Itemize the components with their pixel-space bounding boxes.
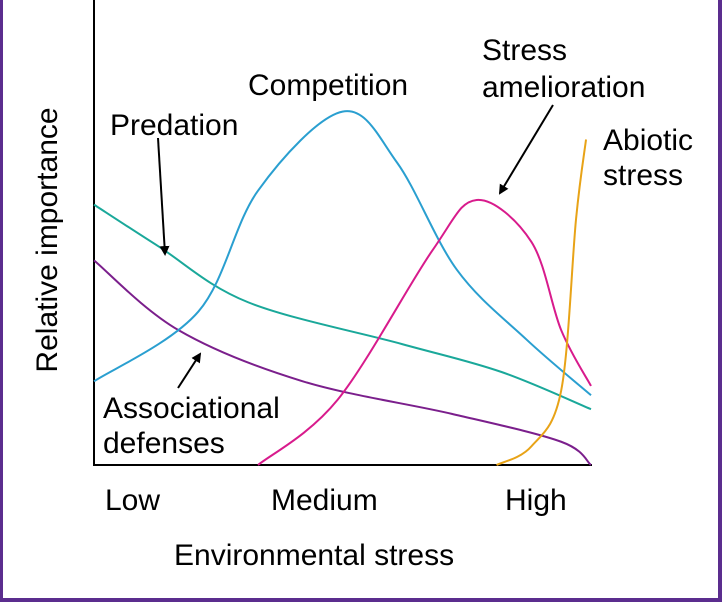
label-competition: Competition	[248, 69, 408, 102]
frame-left	[0, 0, 3, 602]
label-associational-2: defenses	[103, 427, 225, 460]
predation-arrow	[157, 137, 170, 256]
frame-bottom	[0, 598, 722, 602]
series-line-associational-defenses	[93, 259, 592, 466]
label-predation: Predation	[110, 109, 238, 142]
y-axis-label: Relative importance	[31, 107, 64, 372]
label-stress-amelioration-2: amelioration	[482, 71, 645, 104]
stress-amelioration-arrow	[498, 104, 554, 195]
label-stress-amelioration-1: Stress	[482, 34, 567, 67]
x-tick-low: Low	[105, 484, 160, 517]
frame-right	[718, 0, 722, 602]
series-line-stress-amelioration	[257, 198, 592, 466]
label-abiotic-2: stress	[603, 159, 683, 192]
series-line-abiotic-stress	[496, 139, 588, 466]
label-associational-1: Associational	[103, 392, 280, 425]
series-line-competition	[93, 110, 592, 397]
x-tick-medium: Medium	[271, 484, 378, 517]
label-abiotic-1: Abiotic	[603, 124, 693, 157]
associational-arrow	[177, 352, 202, 389]
x-axis-label: Environmental stress	[174, 539, 454, 572]
x-tick-high: High	[505, 484, 567, 517]
series-line-predation	[93, 203, 592, 411]
